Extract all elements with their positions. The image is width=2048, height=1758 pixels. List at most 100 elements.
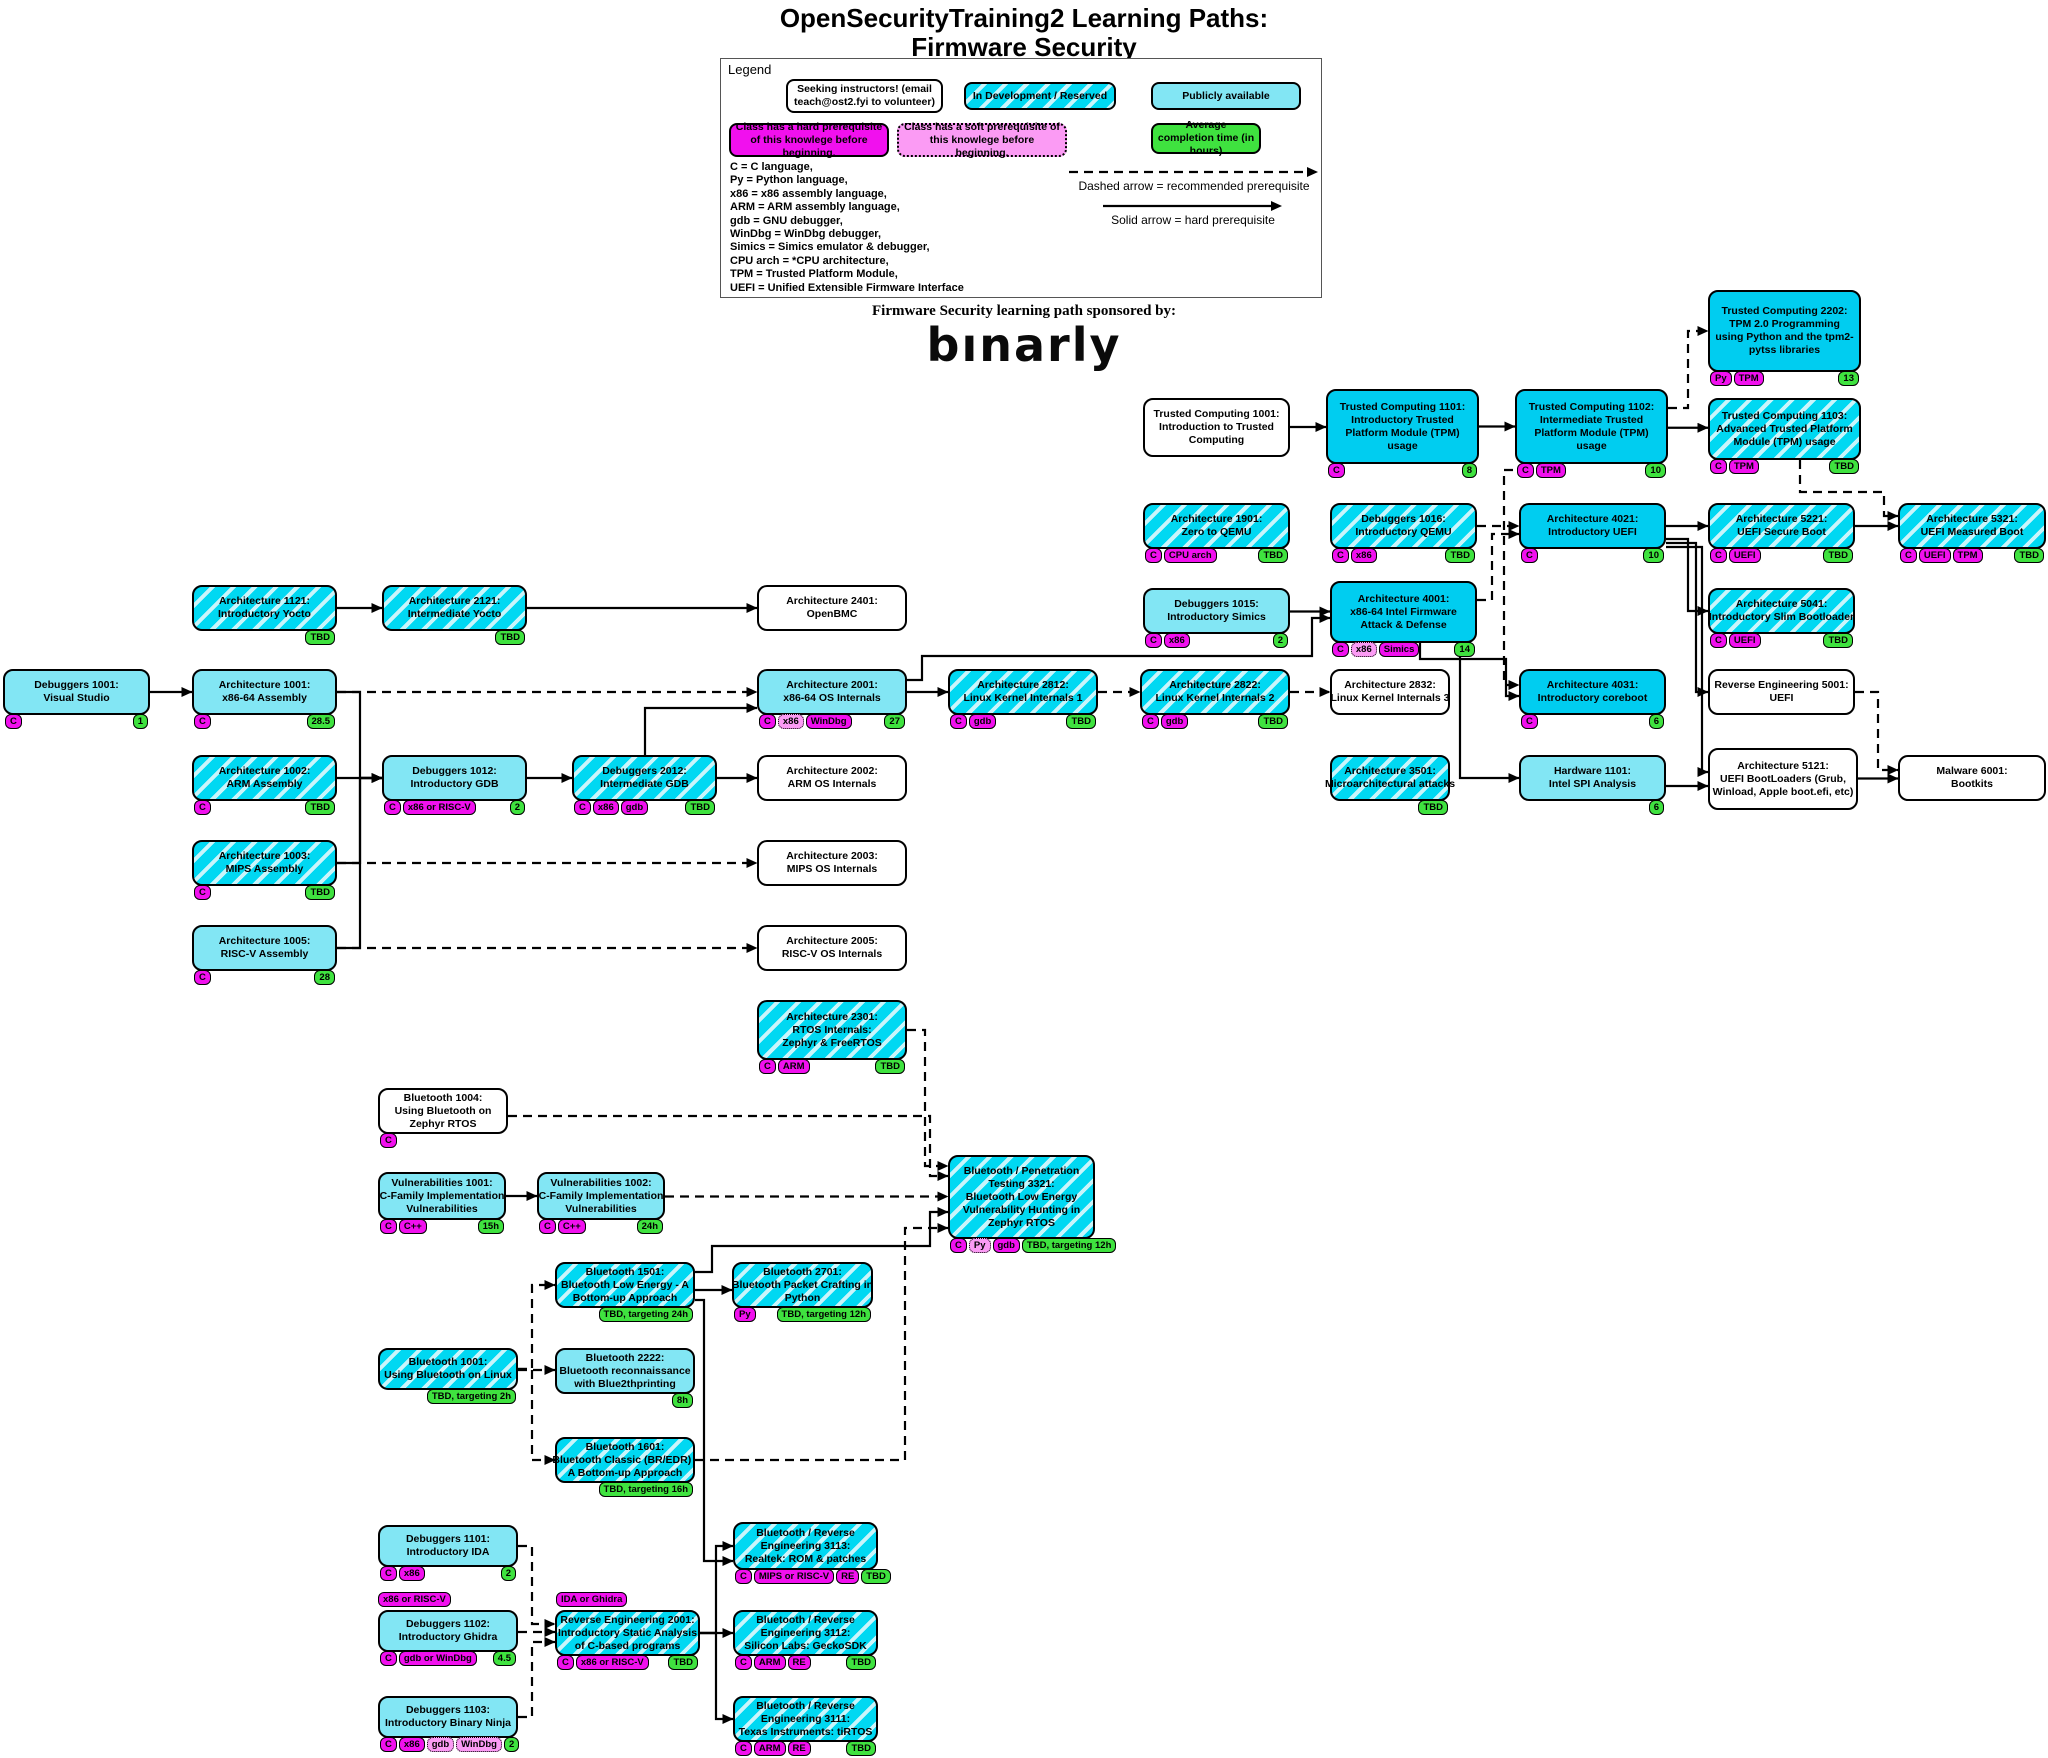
- page-title-line2: Firmware Security: [911, 32, 1137, 62]
- prereq-tag-hard: gdb: [992, 1238, 1020, 1253]
- node-arch2005[interactable]: Architecture 2005: RISC-V OS Internals: [757, 925, 907, 971]
- node-title-line: Introductory GDB: [410, 778, 499, 790]
- node-dbg1103[interactable]: Debuggers 1103: Introductory Binary Ninja…: [378, 1696, 520, 1752]
- node-arch4001[interactable]: Architecture 4001: x86-64 Intel Firmware A…: [1330, 581, 1477, 657]
- node-bt3321[interactable]: Bluetooth / Penetration Testing 3321: Blue…: [948, 1155, 1117, 1253]
- node-arch1005[interactable]: Architecture 1005: RISC-V Assembly C 28: [192, 925, 337, 985]
- node-tc1001[interactable]: Trusted Computing 1001: Introduction to T…: [1143, 398, 1290, 457]
- legend-solid-key: Solid arrow = hard prerequisite: [1111, 213, 1275, 227]
- standalone-prereq-tag: IDA or Ghidra: [556, 1592, 628, 1607]
- prereq-tags: Py TPM: [1710, 371, 1766, 386]
- node-arch1003[interactable]: Architecture 1003: MIPS Assembly C TBD: [192, 840, 337, 900]
- node-tags-row: C TBD: [194, 800, 335, 815]
- node-arch5221[interactable]: Architecture 5221: UEFI Secure Boot C UEFI T…: [1708, 503, 1855, 563]
- node-arch1901[interactable]: Architecture 1901: Zero to QEMU C CPU arch T…: [1143, 503, 1290, 563]
- node-arch2002[interactable]: Architecture 2002: ARM OS Internals: [757, 755, 907, 801]
- node-title-line: Trusted Computing 1102:: [1528, 400, 1655, 413]
- node-arch5321[interactable]: Architecture 5321: UEFI Measured Boot C UEF…: [1898, 503, 2046, 563]
- node-arch2832[interactable]: Architecture 2832: Linux Kernel Internals…: [1330, 669, 1450, 715]
- node-tags-row: TBD: [194, 630, 335, 645]
- node-arch2822[interactable]: Architecture 2822: Linux Kernel Internals…: [1140, 669, 1290, 729]
- node-tc1103[interactable]: Trusted Computing 1103: Advanced Trusted …: [1708, 398, 1861, 474]
- node-title-line: Architecture 2001:: [786, 679, 878, 691]
- node-tc1101[interactable]: Trusted Computing 1101: Introductory Trus…: [1326, 389, 1479, 478]
- page-title: OpenSecurityTraining2 Learning Paths: Fi…: [0, 4, 2048, 62]
- node-re5001[interactable]: Reverse Engineering 5001: UEFI: [1708, 669, 1855, 715]
- prereq-tag-hard: C: [1900, 548, 1917, 563]
- completion-time-tag: TBD: [875, 1059, 905, 1074]
- node-arch4021[interactable]: Architecture 4021: Introductory UEFI C 10: [1519, 503, 1666, 563]
- node-btre3112[interactable]: Bluetooth / Reverse Engineering 3112: Sili…: [733, 1610, 878, 1670]
- node-arch5041[interactable]: Architecture 5041: Introductory Slim Boot…: [1708, 588, 1855, 648]
- node-bt1601[interactable]: Bluetooth 1601: Bluetooth Classic (BR/EDR…: [552, 1437, 698, 1497]
- node-bt1001[interactable]: Bluetooth 1001: Using Bluetooth on Linux T…: [378, 1348, 518, 1404]
- node-hw1101[interactable]: Hardware 1101: Intel SPI Analysis 6: [1519, 755, 1666, 815]
- node-vuln1001[interactable]: Vulnerabilities 1001: C-Family Implementa…: [378, 1172, 506, 1234]
- edge-re5001-malware6001: [1855, 690, 1899, 775]
- node-arch2401[interactable]: Architecture 2401: OpenBMC: [757, 585, 907, 631]
- node-title-line: Linux Kernel Internals 3: [1330, 692, 1450, 704]
- legend-public-sample: Publicly available: [1151, 82, 1301, 110]
- node-vuln1002[interactable]: Vulnerabilities 1002: C-Family Implementa…: [537, 1172, 665, 1234]
- legend-box: Legend Seeking instructors! (email teach…: [720, 58, 1322, 298]
- node-title-line: Architecture 1003:: [218, 850, 311, 862]
- node-title-line: Architecture 5121:: [1737, 759, 1829, 772]
- node-dbg1001[interactable]: Debuggers 1001: Visual Studio C 1: [3, 669, 150, 729]
- node-arch2003[interactable]: Architecture 2003: MIPS OS Internals: [757, 840, 907, 886]
- legend-abbreviations: C = C language, Py = Python language, x86 …: [730, 161, 964, 295]
- node-btre3111[interactable]: Bluetooth / Reverse Engineering 3111: Texa…: [733, 1696, 878, 1756]
- node-title-line: Hardware 1101:: [1553, 765, 1632, 777]
- prereq-tags: C: [194, 800, 213, 815]
- node-arch1121[interactable]: Architecture 1121: Introductory Yocto TBD: [192, 585, 337, 645]
- node-title-line: Architecture 4021:: [1546, 513, 1639, 525]
- prereq-tags: C TPM: [1517, 463, 1568, 478]
- node-title-line: Architecture 5221:: [1735, 513, 1828, 525]
- node-arch5121[interactable]: Architecture 5121: UEFI BootLoaders (Grub…: [1708, 748, 1858, 810]
- node-arch1001[interactable]: Architecture 1001: x86-64 Assembly C 28.5: [192, 669, 337, 729]
- completion-time-tag: TBD: [846, 1741, 876, 1756]
- node-arch4031[interactable]: Architecture 4031: Introductory coreboot C…: [1519, 669, 1666, 729]
- node-bt2701[interactable]: Bluetooth 2701: Bluetooth Packet Crafting…: [732, 1262, 873, 1322]
- node-arch2121[interactable]: Architecture 2121: Intermediate Yocto TBD: [382, 585, 527, 645]
- node-tc1102[interactable]: Trusted Computing 1102: Intermediate Trus…: [1515, 389, 1668, 478]
- node-re2001[interactable]: Reverse Engineering 2001: Introductory St…: [555, 1610, 700, 1670]
- legend-abbr-line: gdb = GNU debugger,: [730, 214, 843, 227]
- node-title-line: ARM OS Internals: [787, 778, 877, 790]
- completion-time-tag: 4.5: [492, 1651, 516, 1666]
- node-malware6001[interactable]: Malware 6001: Bootkits: [1898, 755, 2046, 801]
- node-title-line: UEFI Measured Boot: [1920, 526, 2024, 538]
- edge-dbg2012-arch2001: [643, 703, 758, 755]
- node-title-line: Using Bluetooth on Linux: [384, 1369, 512, 1381]
- node-bt1004[interactable]: Bluetooth 1004: Using Bluetooth on Zephyr …: [378, 1088, 508, 1148]
- node-bt2222[interactable]: Bluetooth 2222: Bluetooth reconnaissance w…: [555, 1348, 695, 1408]
- node-title-line: Attack & Defense: [1360, 618, 1447, 631]
- node-arch1002[interactable]: Architecture 1002: ARM Assembly C TBD: [192, 755, 337, 815]
- node-arch3501[interactable]: Architecture 3501: Microarchitectural att…: [1325, 755, 1455, 815]
- node-tags-row: C TPM 10: [1517, 463, 1666, 478]
- prereq-tags: C CPU arch: [1145, 548, 1219, 563]
- prereq-tags: C ARM RE: [735, 1655, 813, 1670]
- node-title-line: Architecture 2401:: [786, 595, 878, 607]
- node-title-line: Computing: [1188, 434, 1245, 446]
- edge-arch4021-arch5041: [1666, 537, 1709, 616]
- prereq-tag-hard: C: [194, 714, 211, 729]
- completion-time-tag: 2: [503, 1737, 520, 1752]
- node-tc2202[interactable]: Trusted Computing 2202: TPM 2.0 Programmi…: [1708, 290, 1861, 386]
- node-title-line: Linux Kernel Internals 2: [1155, 692, 1275, 704]
- node-arch2301[interactable]: Architecture 2301: RTOS Internals: Zephyr …: [757, 1000, 907, 1074]
- node-arch2812[interactable]: Architecture 2812: Linux Kernel Internals…: [948, 669, 1098, 729]
- node-btre3113[interactable]: Bluetooth / Reverse Engineering 3113: Real…: [733, 1522, 891, 1584]
- edge-bt1004-bt3321: [508, 1114, 949, 1181]
- node-title-line: Zephyr RTOS: [409, 1117, 477, 1130]
